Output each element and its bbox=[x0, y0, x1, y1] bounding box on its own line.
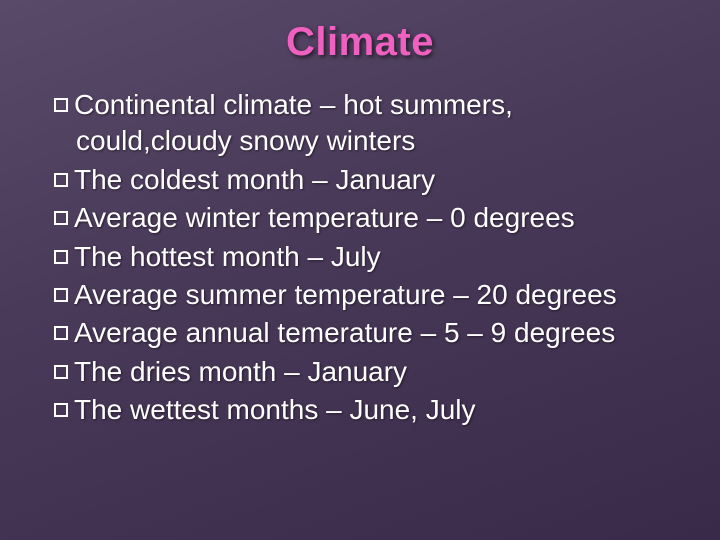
list-item: Continental climate – hot summers, could… bbox=[54, 87, 670, 160]
item-text: Continental climate – hot summers, bbox=[74, 89, 513, 120]
list-item: The wettest months – June, July bbox=[54, 392, 670, 428]
item-text: The dries month – January bbox=[74, 356, 407, 387]
content-list: Continental climate – hot summers, could… bbox=[50, 87, 670, 429]
item-text: The wettest months – June, July bbox=[74, 394, 476, 425]
list-item: Average summer temperature – 20 degrees bbox=[54, 277, 670, 313]
square-bullet-icon bbox=[54, 211, 68, 225]
square-bullet-icon bbox=[54, 173, 68, 187]
square-bullet-icon bbox=[54, 365, 68, 379]
item-text: Average winter temperature – 0 degrees bbox=[74, 202, 575, 233]
list-item: Average winter temperature – 0 degrees bbox=[54, 200, 670, 236]
square-bullet-icon bbox=[54, 403, 68, 417]
list-item: Average annual temerature – 5 – 9 degree… bbox=[54, 315, 670, 351]
square-bullet-icon bbox=[54, 326, 68, 340]
square-bullet-icon bbox=[54, 250, 68, 264]
list-item: The coldest month – January bbox=[54, 162, 670, 198]
item-text: Average annual temerature – 5 – 9 degree… bbox=[74, 317, 615, 348]
list-item: The hottest month – July bbox=[54, 239, 670, 275]
slide: Climate Continental climate – hot summer… bbox=[0, 0, 720, 540]
item-text: The hottest month – July bbox=[74, 241, 381, 272]
square-bullet-icon bbox=[54, 288, 68, 302]
slide-title: Climate bbox=[50, 20, 670, 65]
item-text: Average summer temperature – 20 degrees bbox=[74, 279, 617, 310]
item-text-continuation: could,cloudy snowy winters bbox=[54, 123, 670, 159]
item-text: The coldest month – January bbox=[74, 164, 435, 195]
square-bullet-icon bbox=[54, 98, 68, 112]
list-item: The dries month – January bbox=[54, 354, 670, 390]
